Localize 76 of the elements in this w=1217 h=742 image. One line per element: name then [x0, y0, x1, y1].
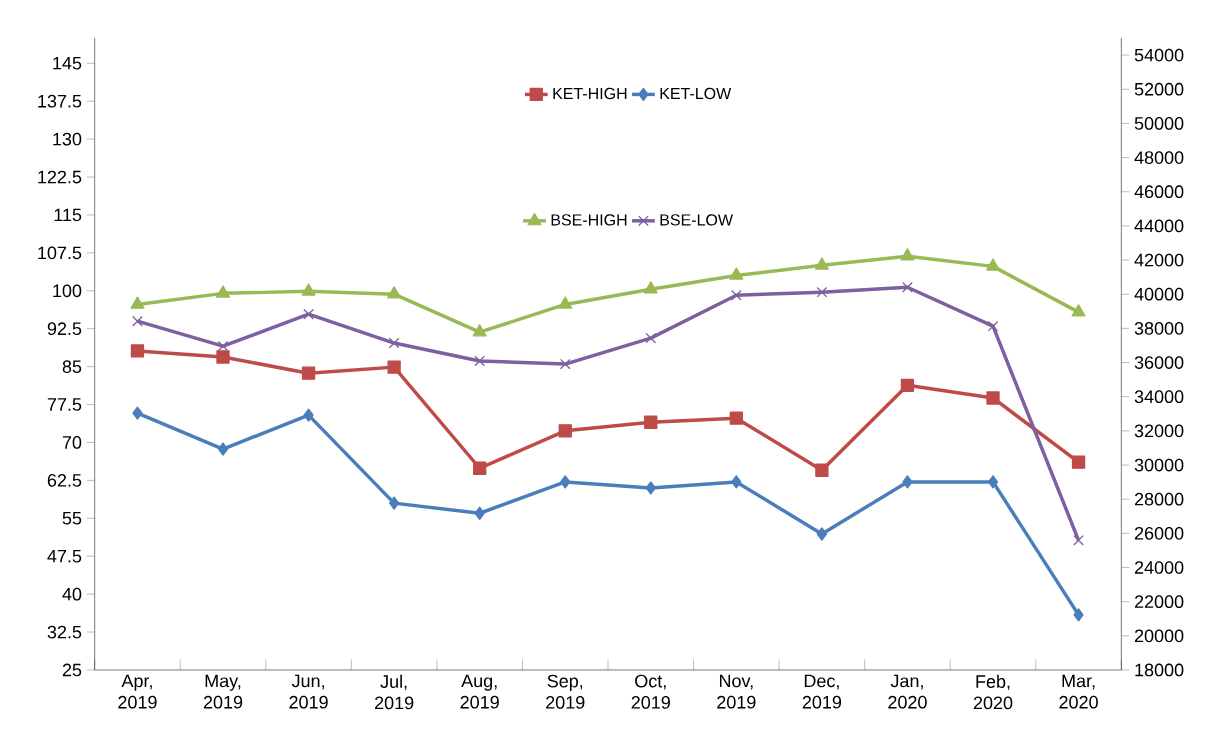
- point: [729, 411, 744, 425]
- y-tick-label: 130: [53, 132, 82, 146]
- point: [303, 408, 314, 422]
- y2-tick-label: 46000: [1134, 185, 1184, 199]
- point: [558, 424, 572, 438]
- point: [731, 475, 742, 489]
- x-tick-label: May, 2019: [203, 674, 243, 709]
- point: [645, 481, 656, 495]
- y2-tick-label: 18000: [1135, 663, 1184, 677]
- y2-tick-label: 24000: [1134, 561, 1184, 574]
- point: [474, 506, 485, 520]
- point: [815, 463, 829, 477]
- x-tick-label: Jun, 2019: [289, 674, 328, 709]
- y2-tick-label: 28000: [1134, 492, 1184, 506]
- y-tick-label: 137.5: [38, 94, 82, 108]
- y2-tick-label: 22000: [1134, 595, 1184, 609]
- x-tick-label: Nov, 2019: [717, 674, 756, 709]
- y2-tick-label: 40000: [1134, 287, 1184, 301]
- x-tick-label: Sep, 2019: [546, 674, 585, 709]
- point: [560, 475, 571, 489]
- y-tick-label: 40: [62, 587, 82, 601]
- x-tick-label: Apr, 2019: [118, 674, 157, 709]
- x-tick-label: Jul, 2019: [375, 674, 414, 710]
- x-tick-label: Dec, 2019: [802, 674, 842, 709]
- point: [1071, 455, 1086, 469]
- y-tick-label: 55: [62, 512, 82, 525]
- point: [216, 350, 230, 364]
- point: [902, 475, 913, 489]
- y-tick-label: 92.5: [47, 322, 82, 336]
- legend-label: BSE-LOW: [660, 214, 733, 226]
- x-tick-label: Jan, 2020: [888, 674, 927, 709]
- legend-label: KET-LOW: [660, 87, 732, 100]
- y-tick-label: 122.5: [38, 170, 82, 184]
- point: [987, 475, 999, 489]
- y2-tick-label: 42000: [1134, 253, 1184, 267]
- y-tick-label: 32.5: [47, 625, 82, 639]
- y-tick-label: 107.5: [38, 246, 82, 260]
- point: [301, 366, 316, 380]
- point: [130, 344, 145, 358]
- y2-tick-label: 26000: [1134, 526, 1184, 540]
- y2-tick-label: 34000: [1134, 390, 1184, 404]
- y-tick-label: 47.5: [47, 549, 82, 563]
- y2-tick-label: 44000: [1134, 219, 1184, 233]
- y2-tick-label: 52000: [1134, 82, 1184, 96]
- x-tick-label: Feb, 2020: [973, 674, 1013, 710]
- y2-tick-label: 30000: [1134, 458, 1184, 472]
- legend-label: KET-HIGH: [553, 87, 627, 100]
- point: [816, 527, 828, 541]
- y-tick-label: 145: [53, 56, 82, 70]
- y2-tick-label: 48000: [1134, 151, 1184, 164]
- point: [473, 461, 487, 475]
- y-tick-label: 115: [54, 208, 82, 222]
- point: [644, 415, 658, 429]
- y2-tick-label: 36000: [1134, 356, 1184, 369]
- y2-tick-label: 32000: [1134, 424, 1184, 438]
- y-tick-label: 77.5: [47, 398, 82, 411]
- x-tick-label: Mar, 2020: [1059, 674, 1098, 709]
- point: [388, 496, 400, 510]
- y-tick-label: 25: [62, 663, 82, 677]
- x-tick-label: Oct, 2019: [631, 674, 670, 709]
- point: [387, 360, 401, 374]
- y2-tick-label: 38000: [1134, 322, 1184, 335]
- y-tick-label: 85: [62, 360, 82, 373]
- point: [132, 406, 143, 420]
- y-tick-label: 62.5: [47, 474, 82, 487]
- y2-tick-label: 50000: [1134, 117, 1184, 130]
- point: [217, 442, 229, 456]
- y-tick-label: 70: [62, 436, 82, 449]
- x-tick-label: Aug, 2019: [460, 674, 499, 709]
- y2-tick-label: 54000: [1134, 48, 1184, 62]
- point: [986, 391, 1000, 405]
- point: [1073, 608, 1084, 622]
- point: [900, 378, 915, 392]
- y-tick-label: 100: [53, 284, 82, 298]
- y2-tick-label: 20000: [1134, 629, 1184, 643]
- legend-label: BSE-HIGH: [551, 214, 627, 226]
